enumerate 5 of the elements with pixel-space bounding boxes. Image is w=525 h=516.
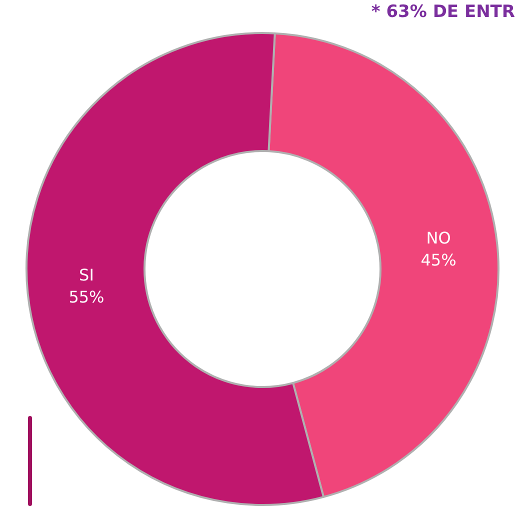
data-label: 45% [420, 250, 456, 270]
data-label: 55% [68, 288, 104, 307]
slice-label: NO [426, 228, 451, 248]
text: * 63% DE ENTR [371, 2, 515, 22]
slice-label: SI [79, 266, 94, 285]
